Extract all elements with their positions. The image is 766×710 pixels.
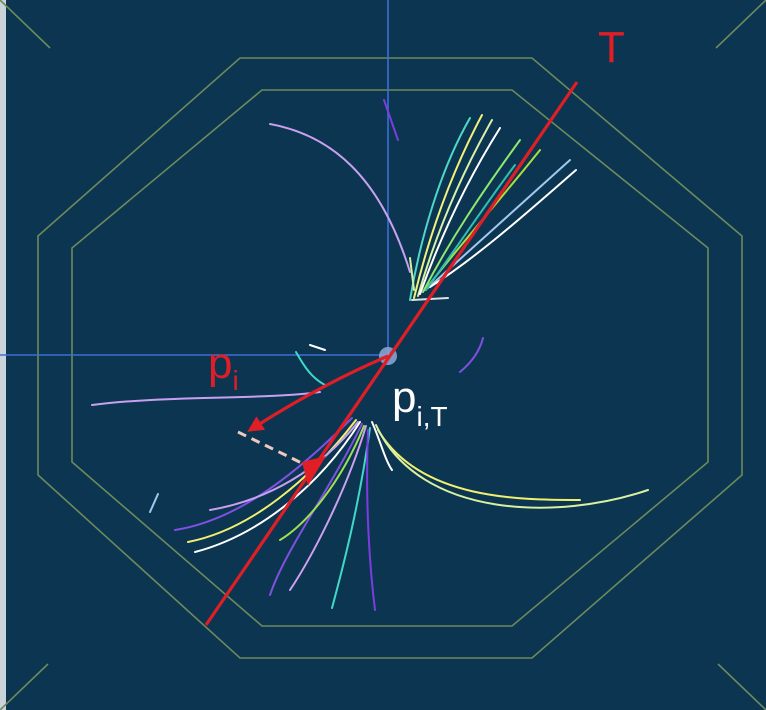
projection-label: pi,T [392, 373, 448, 432]
thrust-axis-label: T [598, 23, 625, 72]
thrust-axis-line [204, 81, 579, 626]
momentum-vector-arrow [247, 354, 389, 432]
projection-label-sub: i,T [416, 401, 447, 432]
coordinate-axes [0, 0, 389, 356]
momentum-label: pi [208, 339, 239, 396]
momentum-label-base: p [208, 339, 232, 388]
inner-octagon [71, 89, 709, 627]
outer-octagon [37, 57, 743, 659]
lower-jet-tracks [91, 337, 649, 611]
projection-label-base: p [392, 373, 416, 422]
projection-arrowhead [302, 456, 326, 486]
momentum-label-sub: i [232, 365, 238, 396]
upper-jet-tracks [269, 99, 577, 301]
